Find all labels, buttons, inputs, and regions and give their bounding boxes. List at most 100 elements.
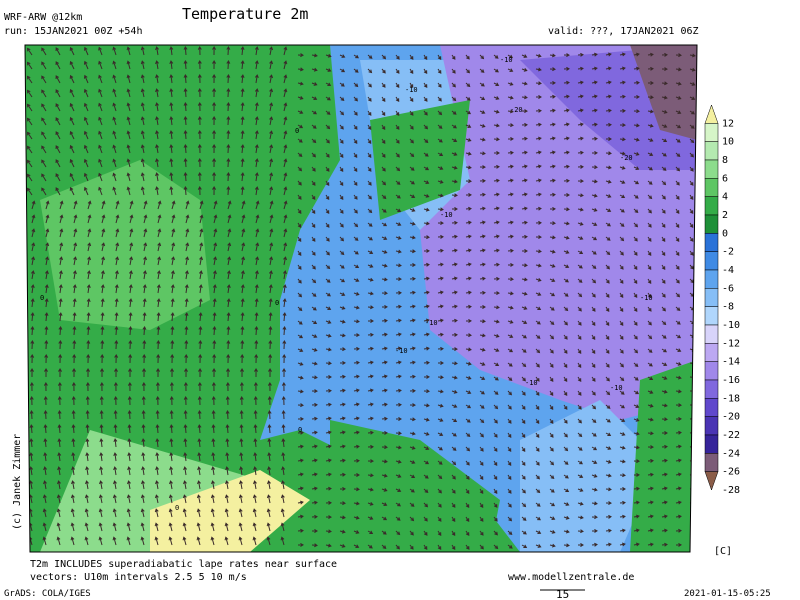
wind-arrow bbox=[58, 340, 63, 350]
wind-arrow bbox=[339, 166, 344, 173]
wind-arrow bbox=[493, 333, 500, 338]
wind-arrow bbox=[451, 220, 458, 225]
wind-arrow bbox=[563, 122, 570, 127]
wind-arrow bbox=[437, 544, 442, 551]
wind-arrow bbox=[101, 214, 106, 224]
colorbar-swatch bbox=[704, 398, 719, 417]
wind-arrow bbox=[619, 250, 624, 256]
wind-arrow bbox=[577, 193, 584, 198]
wind-arrow bbox=[311, 96, 318, 100]
wind-arrow bbox=[381, 445, 388, 450]
wind-arrow bbox=[212, 340, 217, 350]
wind-arrow bbox=[367, 208, 373, 214]
wind-arrow bbox=[633, 137, 640, 142]
wind-arrow bbox=[549, 221, 556, 226]
wind-arrow bbox=[100, 298, 105, 308]
wind-arrow bbox=[57, 382, 62, 392]
wind-arrow bbox=[59, 228, 64, 238]
wind-arrow bbox=[465, 516, 470, 523]
wind-arrow bbox=[563, 94, 570, 99]
wind-arrow bbox=[437, 290, 444, 295]
wind-arrow bbox=[563, 543, 570, 548]
wind-arrow bbox=[86, 312, 91, 322]
wind-arrow bbox=[381, 402, 388, 407]
wind-arrow bbox=[549, 80, 556, 85]
wind-arrow bbox=[549, 292, 556, 297]
wind-arrow bbox=[409, 346, 416, 351]
wind-arrow bbox=[31, 200, 36, 210]
wind-arrow bbox=[479, 234, 486, 239]
wind-arrow bbox=[339, 416, 346, 421]
wind-arrow bbox=[30, 298, 35, 308]
wind-arrow bbox=[126, 172, 131, 182]
wind-arrow bbox=[521, 263, 528, 268]
wind-arrow bbox=[535, 502, 541, 507]
wind-arrow bbox=[675, 403, 682, 408]
wind-arrow bbox=[213, 200, 218, 210]
wind-arrow bbox=[197, 410, 202, 420]
wind-arrow bbox=[521, 136, 528, 141]
wind-arrow bbox=[26, 47, 33, 56]
wind-arrow bbox=[155, 424, 160, 434]
wind-arrow bbox=[353, 444, 360, 449]
wind-arrow bbox=[224, 522, 229, 532]
wind-arrow bbox=[127, 410, 132, 420]
wind-arrow bbox=[451, 318, 458, 323]
wind-arrow bbox=[210, 494, 215, 504]
wind-arrow bbox=[72, 340, 77, 350]
wind-arrow bbox=[395, 459, 402, 464]
wind-arrow bbox=[240, 74, 245, 84]
wind-arrow bbox=[240, 172, 245, 182]
wind-arrow bbox=[280, 508, 285, 518]
wind-arrow bbox=[101, 200, 106, 210]
wind-arrow bbox=[325, 416, 332, 421]
wind-arrow bbox=[142, 326, 147, 336]
wind-arrow bbox=[84, 522, 89, 532]
wind-arrow bbox=[297, 208, 302, 214]
wind-arrow bbox=[41, 117, 47, 126]
wind-arrow bbox=[197, 116, 202, 126]
wind-arrow bbox=[239, 438, 244, 448]
wind-arrow bbox=[689, 222, 694, 229]
wind-arrow bbox=[98, 158, 103, 168]
wind-arrow bbox=[479, 502, 484, 509]
wind-arrow bbox=[43, 480, 47, 490]
wind-arrow bbox=[577, 474, 584, 478]
wind-arrow bbox=[619, 404, 625, 409]
wind-arrow bbox=[353, 515, 360, 520]
wind-arrow bbox=[549, 136, 556, 141]
wind-arrow bbox=[183, 130, 188, 140]
wind-arrow bbox=[325, 375, 332, 379]
wind-arrow bbox=[55, 173, 61, 182]
wind-arrow bbox=[591, 446, 598, 451]
colorbar-label: 0 bbox=[722, 228, 728, 239]
wind-arrow bbox=[43, 424, 48, 434]
wind-arrow bbox=[114, 312, 119, 322]
wind-arrow bbox=[437, 124, 443, 129]
wind-arrow bbox=[282, 354, 287, 364]
wind-arrow bbox=[591, 94, 598, 99]
wind-arrow bbox=[493, 488, 498, 494]
wind-arrow bbox=[282, 312, 287, 322]
wind-arrow bbox=[437, 262, 444, 267]
wind-arrow bbox=[493, 68, 499, 73]
wind-arrow bbox=[465, 96, 471, 101]
wind-arrow bbox=[155, 438, 160, 448]
wind-arrow bbox=[211, 466, 216, 476]
wind-arrow bbox=[71, 466, 76, 476]
wind-arrow bbox=[619, 487, 626, 491]
wind-arrow bbox=[126, 508, 131, 518]
colorbar-swatch bbox=[704, 159, 719, 179]
wind-arrow bbox=[297, 124, 304, 129]
wind-arrow bbox=[661, 376, 668, 380]
wind-arrow bbox=[675, 542, 682, 547]
wind-arrow bbox=[619, 390, 625, 395]
wind-arrow bbox=[297, 403, 304, 408]
colorbar-swatch bbox=[704, 233, 719, 252]
wind-arrow bbox=[465, 376, 472, 380]
wind-arrow bbox=[675, 166, 681, 172]
wind-arrow bbox=[339, 110, 345, 116]
wind-arrow bbox=[605, 108, 612, 113]
wind-arrow bbox=[184, 354, 189, 364]
wind-arrow bbox=[353, 473, 360, 477]
